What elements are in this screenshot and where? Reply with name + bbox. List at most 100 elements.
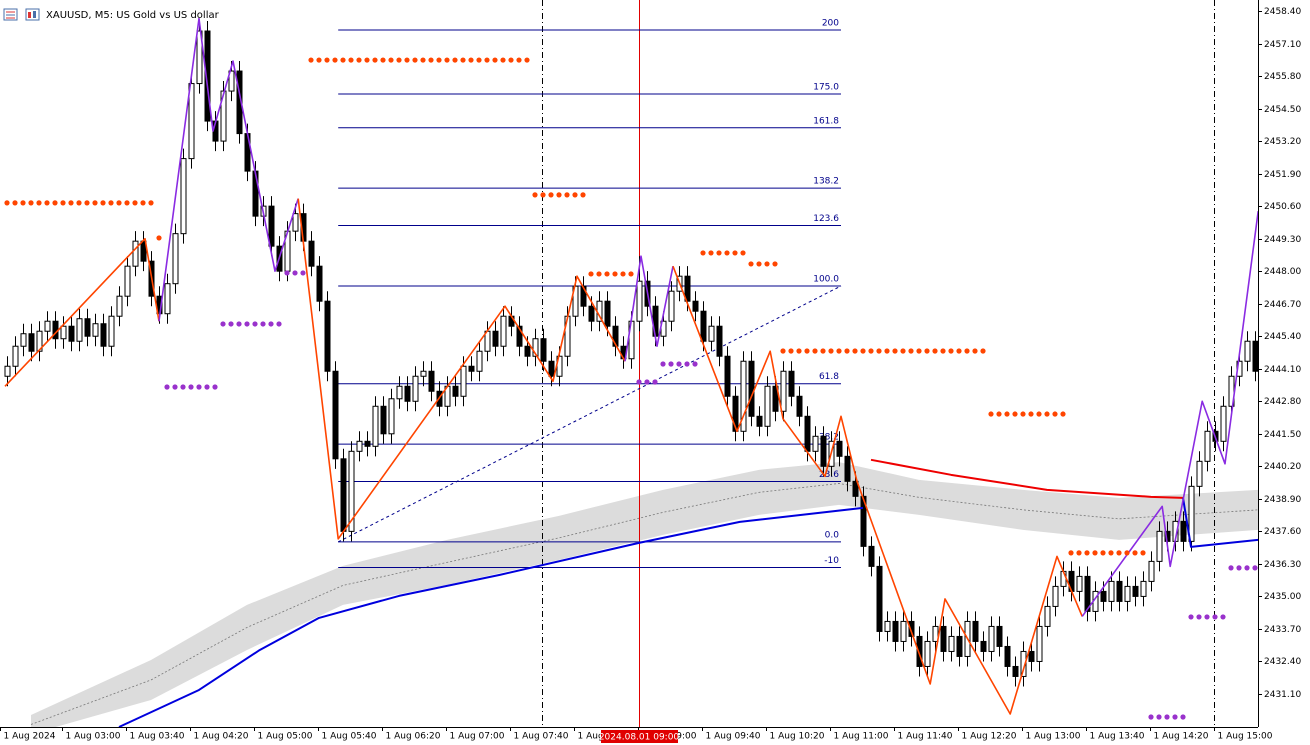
y-tick-label: 2453.20 (1264, 137, 1301, 147)
candle-body (708, 325, 715, 342)
signal-dot (924, 348, 930, 354)
signal-dot (620, 271, 626, 277)
x-tick-label: 1 Aug 09:40 (706, 732, 761, 742)
fib-label: 161.8 (813, 116, 839, 126)
signal-dot (932, 348, 938, 354)
candle-body (12, 345, 19, 367)
signal-dot (556, 192, 562, 198)
fib-trend (337, 285, 842, 543)
signal-dot (268, 321, 274, 327)
signal-dot (220, 321, 226, 327)
fib-label: 100.0 (813, 274, 839, 284)
candle-body (428, 370, 435, 392)
fib-label: 38.2 (819, 433, 839, 443)
signal-dot (284, 270, 290, 276)
signal-dot (340, 57, 346, 63)
candle-body (132, 240, 139, 267)
zigzag-line (297, 198, 626, 540)
candle-body (1076, 575, 1083, 592)
candle-body (940, 625, 947, 652)
cursor-label-bg (601, 730, 678, 743)
signal-dot (1108, 550, 1114, 556)
signal-dot (1196, 614, 1202, 620)
signal-dot (1220, 614, 1226, 620)
candle-body (1116, 580, 1123, 602)
candle-body (1044, 605, 1051, 627)
candle-body (292, 213, 299, 232)
signal-dot (1164, 714, 1170, 720)
signal-dot (380, 57, 386, 63)
candle-body (4, 365, 11, 377)
candle-body (972, 620, 979, 642)
candle-body (196, 30, 203, 85)
signal-dot (164, 384, 170, 390)
zigzag-line (1081, 211, 1258, 617)
signal-dot (780, 348, 786, 354)
x-tick-label: 1 Aug 11:40 (898, 732, 953, 742)
candle-body (172, 233, 179, 285)
signal-dot (764, 261, 770, 267)
signal-dot (604, 271, 610, 277)
candle-body (60, 325, 67, 340)
candle-body (100, 323, 107, 347)
fib-label: 61.8 (819, 372, 839, 382)
candle-body (668, 290, 675, 322)
candle-body (812, 435, 819, 452)
candle-body (1180, 520, 1187, 542)
signal-dot (396, 57, 402, 63)
signal-dot (1020, 411, 1026, 417)
signal-dot (180, 384, 186, 390)
signal-dot (484, 57, 490, 63)
candle-body (1132, 585, 1139, 597)
candle-body (68, 325, 75, 342)
y-tick-label: 2431.10 (1264, 690, 1301, 700)
cursor-label: 2024.08.01 09:00 (599, 733, 680, 743)
candle-body (316, 265, 323, 302)
signal-dot (1076, 550, 1082, 556)
signal-dot (964, 348, 970, 354)
signal-dot (12, 200, 18, 206)
candle-body (164, 283, 171, 315)
candle-body (84, 318, 91, 337)
signal-dot (372, 57, 378, 63)
signal-dot (1212, 614, 1218, 620)
signal-dot (940, 348, 946, 354)
candle-body (540, 338, 547, 362)
signal-dot (596, 271, 602, 277)
fib-label: 123.6 (813, 214, 839, 224)
signal-dot (516, 57, 522, 63)
y-tick-label: 2435.00 (1264, 592, 1301, 602)
signal-dot (412, 57, 418, 63)
signal-dot (228, 321, 234, 327)
signal-dot (1060, 411, 1066, 417)
signal-dot (772, 261, 778, 267)
signal-dot (132, 200, 138, 206)
signal-dot (276, 321, 282, 327)
signal-dot (76, 200, 82, 206)
candle-body (612, 325, 619, 347)
signal-dot (972, 348, 978, 354)
signal-dot (524, 57, 530, 63)
fib-label: 23.6 (819, 470, 839, 480)
signal-dot (844, 348, 850, 354)
y-tick-label: 2442.80 (1264, 397, 1301, 407)
signal-dot (292, 270, 298, 276)
signal-dot (1116, 550, 1122, 556)
candle-body (756, 415, 763, 427)
x-tick-label: 1 Aug 12:20 (962, 732, 1017, 742)
y-tick-label: 2445.40 (1264, 332, 1301, 342)
signal-dot (140, 200, 146, 206)
signal-dot (812, 348, 818, 354)
ma-band (31, 462, 1258, 727)
signal-dot (188, 384, 194, 390)
signal-dot (700, 250, 706, 256)
signal-dot (1012, 411, 1018, 417)
candle-body (1100, 590, 1107, 602)
candle-body (476, 350, 483, 372)
candle-body (332, 370, 339, 460)
signal-dot (348, 57, 354, 63)
fib-label: 138.2 (813, 177, 839, 187)
candle-body (780, 370, 787, 412)
plot-area: 200 175.0 161.8 138.2 123.6 100.0 61.8 38.2 23.6… (4, 0, 1258, 727)
candle-body (364, 440, 371, 447)
